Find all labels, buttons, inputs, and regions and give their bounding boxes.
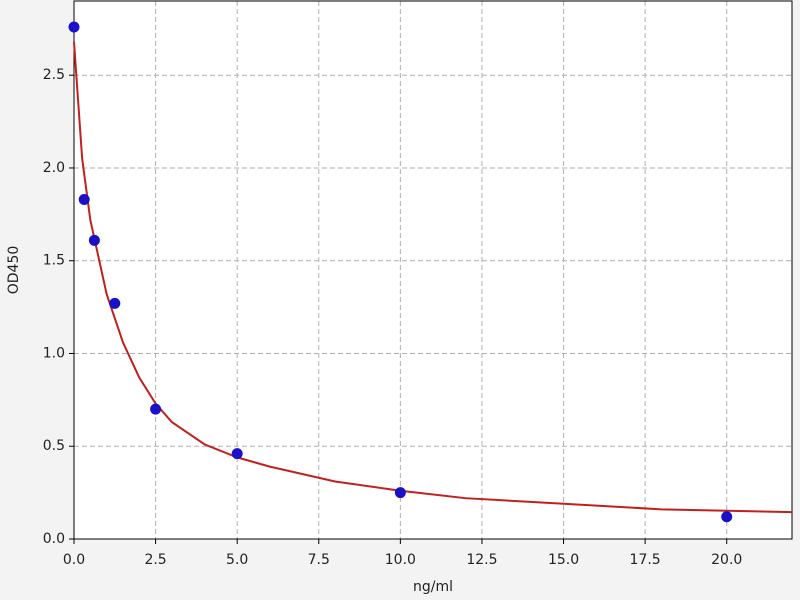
data-point	[78, 194, 90, 206]
data-point	[721, 511, 733, 523]
y-tick-label: 0.0	[43, 531, 65, 547]
x-axis-label: ng/ml	[413, 579, 453, 595]
data-point	[231, 448, 243, 460]
plot-area	[74, 1, 792, 539]
x-tick-label: 12.5	[466, 552, 497, 568]
x-tick-label: 20.0	[711, 552, 742, 568]
x-tick-label: 10.0	[385, 552, 416, 568]
x-tick-label: 7.5	[308, 552, 330, 568]
y-tick-label: 2.5	[43, 67, 65, 83]
x-tick-label: 15.0	[548, 552, 579, 568]
fit-curve	[73, 41, 793, 514]
y-tick-label: 1.5	[43, 253, 65, 269]
data-point	[394, 487, 406, 499]
y-tick-label: 0.5	[43, 438, 65, 454]
y-axis-label: OD450	[6, 246, 22, 295]
x-tick-label: 17.5	[630, 552, 661, 568]
data-point	[109, 297, 121, 309]
x-tick-label: 0.0	[63, 552, 85, 568]
x-tick-label: 5.0	[226, 552, 248, 568]
data-point	[68, 21, 80, 33]
x-tick-label: 2.5	[144, 552, 166, 568]
data-point	[88, 234, 100, 246]
data-point	[150, 403, 162, 415]
plot-frame	[73, 0, 793, 540]
y-tick-label: 1.0	[43, 345, 65, 361]
y-tick-label: 2.0	[43, 160, 65, 176]
